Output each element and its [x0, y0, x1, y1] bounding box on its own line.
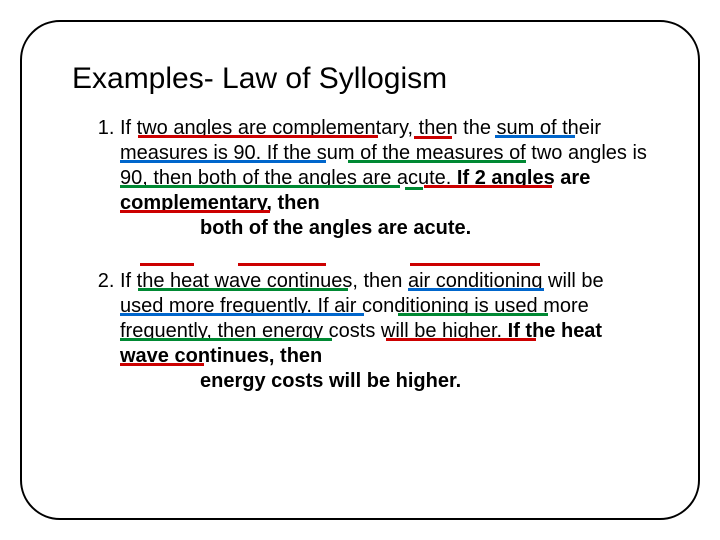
answer-line2: energy costs will be higher. [200, 369, 648, 394]
annotation-underline [410, 263, 540, 266]
slide-frame: Examples- Law of Syllogism If two angles… [20, 20, 700, 520]
answer-line2: both of the angles are acute. [200, 216, 648, 241]
example-item-1: If two angles are complementary, then th… [120, 116, 648, 241]
examples-list: If two angles are complementary, then th… [72, 116, 648, 394]
annotation-underline [140, 263, 194, 266]
annotation-underline [238, 263, 326, 266]
example-item-2: If the heat wave continues, then air con… [120, 269, 648, 394]
page-title: Examples- Law of Syllogism [72, 62, 648, 96]
